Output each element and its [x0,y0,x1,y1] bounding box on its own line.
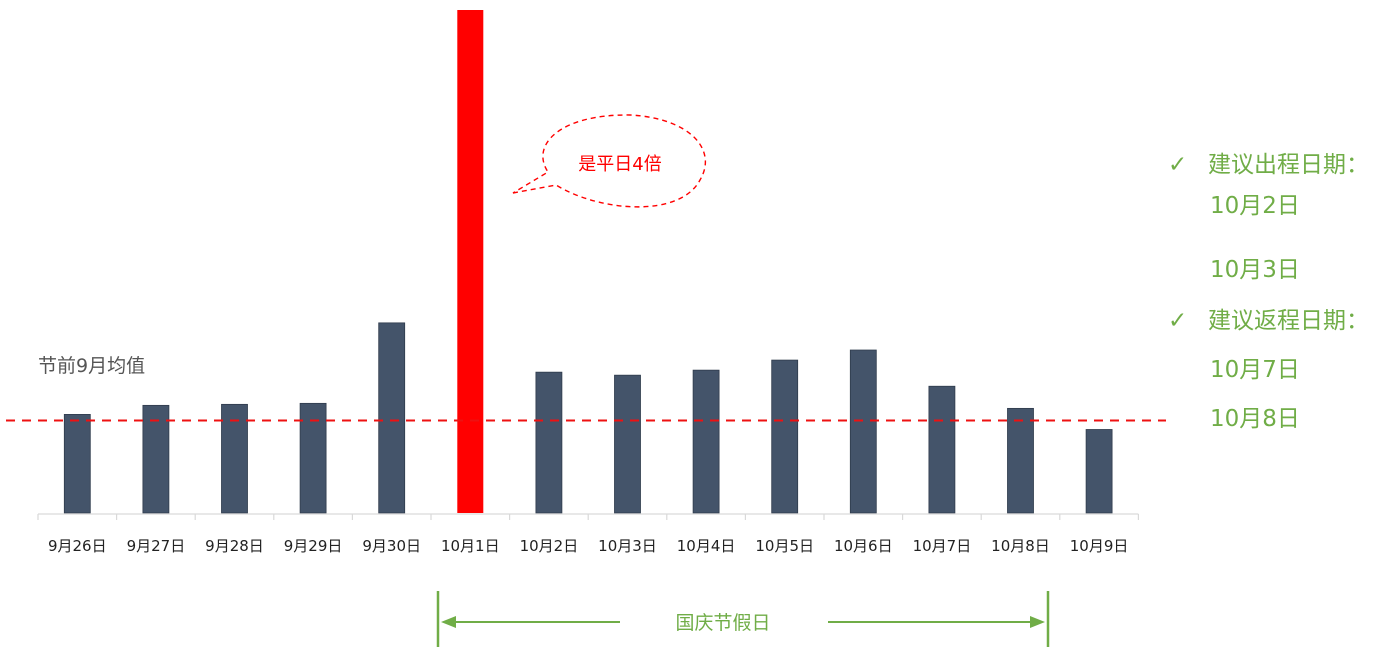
x-tick-label: 10月9日 [1070,537,1129,555]
x-tick-label: 10月8日 [991,537,1050,555]
return-title: 建议返程日期： [1208,308,1369,334]
x-tick-label: 9月28日 [205,537,264,555]
bars-layer [63,10,1113,514]
x-tick-label: 10月4日 [677,537,736,555]
outbound-date-2: 10月3日 [1210,257,1300,283]
x-tick-label: 10月2日 [520,537,579,555]
holiday-span: 国庆节假日 [436,591,1050,647]
check-icon: ✓ [1168,308,1188,334]
recommendation-panel: ✓ 建议出程日期： 10月2日 10月3日 ✓ 建议返程日期： 10月7日 10月8… [1168,150,1397,440]
x-tick-label: 9月29日 [284,537,343,555]
arrow-left-icon [441,616,456,628]
x-tick-label: 10月1日 [441,537,500,555]
outbound-title: 建议出程日期： [1208,152,1369,178]
bar [535,371,563,514]
x-tick-label: 10月7日 [913,537,972,555]
return-title-row: ✓ 建议返程日期： [1168,306,1369,336]
callout-bubble: 是平日4倍 [512,114,706,208]
bar [928,385,956,514]
bar [692,369,720,514]
bar [63,414,91,514]
x-tick-label: 9月26日 [48,537,107,555]
x-tick-label: 9月27日 [127,537,186,555]
x-tick-label: 10月3日 [598,537,657,555]
callout-shape [512,114,706,208]
return-date-1: 10月7日 [1210,357,1300,383]
outbound-title-row: ✓ 建议出程日期： [1168,150,1369,180]
average-line-label: 节前9月均值 [38,355,145,377]
holiday-label: 国庆节假日 [675,612,770,634]
bar [1007,407,1034,514]
x-tick-label: 10月5日 [755,537,814,555]
callout-text: 是平日4倍 [578,154,661,175]
bar [378,322,406,514]
bar [614,374,641,514]
check-icon: ✓ [1168,152,1188,178]
bar [1085,429,1113,514]
outbound-date-1: 10月2日 [1210,193,1300,219]
bar [849,349,877,514]
return-date-2: 10月8日 [1210,406,1300,432]
bar [142,404,170,514]
bar [299,402,327,514]
bar [221,403,248,514]
x-ticks: 9月26日 9月27日 9月28日 9月29日 9月30日 10月1日 10月2日 10月3日… [37,514,1140,555]
x-tick-label: 10月6日 [834,537,893,555]
x-tick-label: 9月30日 [362,537,421,555]
bar [771,359,799,514]
arrow-right-icon [1030,616,1045,628]
bar-highlight [457,10,484,513]
